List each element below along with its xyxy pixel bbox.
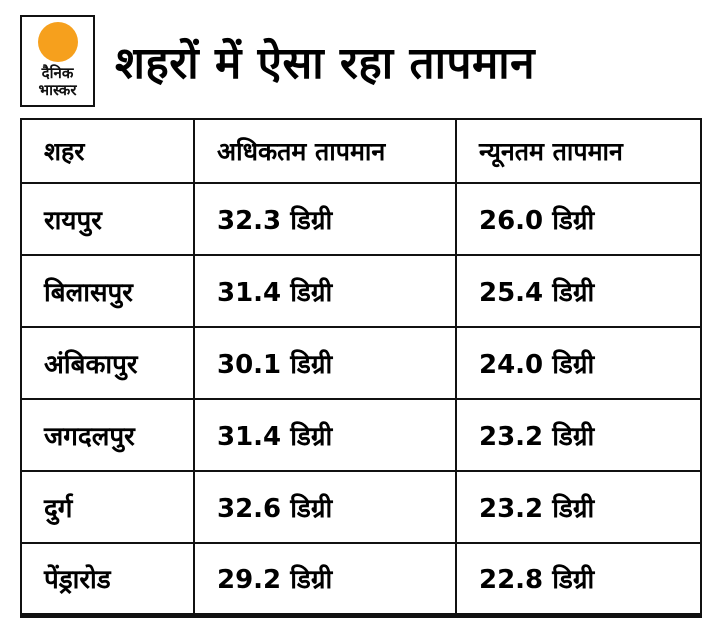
- min-temp-cell: 22.8 डिग्री: [455, 542, 702, 618]
- table-row: बिलासपुर 31.4 डिग्री 25.4 डिग्री: [20, 254, 702, 328]
- column-header-max-temp: अधिकतम तापमान: [193, 118, 457, 184]
- header: दैनिक भास्कर शहरों में ऐसा रहा तापमान: [20, 12, 700, 110]
- max-temp-cell: 29.2 डिग्री: [193, 542, 457, 618]
- table-header-row: शहर अधिकतम तापमान न्यूनतम तापमान: [20, 118, 702, 184]
- table-row: जगदलपुर 31.4 डिग्री 23.2 डिग्री: [20, 398, 702, 472]
- table-row: दुर्ग 32.6 डिग्री 23.2 डिग्री: [20, 470, 702, 544]
- page-title: शहरों में ऐसा रहा तापमान: [115, 38, 536, 89]
- city-cell: पेंड्रारोड: [20, 542, 195, 618]
- min-temp-cell: 23.2 डिग्री: [455, 398, 702, 472]
- column-header-min-temp: न्यूनतम तापमान: [455, 118, 702, 184]
- logo-text-line1: दैनिक: [41, 64, 74, 82]
- sun-icon: [37, 22, 78, 62]
- column-header-city: शहर: [20, 118, 195, 184]
- city-cell: बिलासपुर: [20, 254, 195, 328]
- min-temp-cell: 24.0 डिग्री: [455, 326, 702, 400]
- max-temp-cell: 30.1 डिग्री: [193, 326, 457, 400]
- min-temp-cell: 23.2 डिग्री: [455, 470, 702, 544]
- table-row: अंबिकापुर 30.1 डिग्री 24.0 डिग्री: [20, 326, 702, 400]
- city-cell: रायपुर: [20, 182, 195, 256]
- temperature-table: शहर अधिकतम तापमान न्यूनतम तापमान रायपुर …: [20, 118, 702, 618]
- max-temp-cell: 32.3 डिग्री: [193, 182, 457, 256]
- city-cell: अंबिकापुर: [20, 326, 195, 400]
- min-temp-cell: 26.0 डिग्री: [455, 182, 702, 256]
- dainik-bhaskar-logo: दैनिक भास्कर: [20, 15, 95, 107]
- table-row: पेंड्रारोड 29.2 डिग्री 22.8 डिग्री: [20, 542, 702, 618]
- city-cell: जगदलपुर: [20, 398, 195, 472]
- max-temp-cell: 31.4 डिग्री: [193, 254, 457, 328]
- max-temp-cell: 32.6 डिग्री: [193, 470, 457, 544]
- city-cell: दुर्ग: [20, 470, 195, 544]
- logo-text-line2: भास्कर: [38, 81, 77, 100]
- table-row: रायपुर 32.3 डिग्री 26.0 डिग्री: [20, 182, 702, 256]
- max-temp-cell: 31.4 डिग्री: [193, 398, 457, 472]
- min-temp-cell: 25.4 डिग्री: [455, 254, 702, 328]
